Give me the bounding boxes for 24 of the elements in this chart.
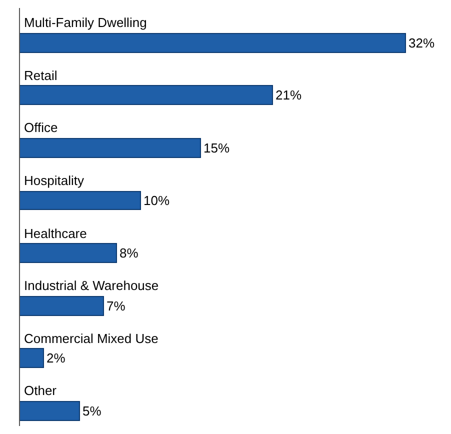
data-label: 8% [120, 246, 139, 260]
y-tick-label: Other [24, 383, 58, 398]
bar [20, 348, 44, 368]
data-label: 7% [106, 298, 126, 314]
y-tick-label: Office [24, 120, 58, 135]
bar [20, 296, 104, 316]
bar [20, 243, 117, 263]
y-tick-label: Retail [24, 68, 58, 83]
data-label: 10% [144, 193, 170, 208]
bar [20, 138, 201, 158]
y-tick-label: Multi-Family Dwelling [24, 15, 147, 30]
bar [20, 85, 273, 105]
bar [20, 191, 141, 210]
y-tick-label: Commercial Mixed Use [24, 331, 158, 346]
data-label: 21% [276, 88, 302, 102]
y-tick-label: Healthcare [24, 226, 87, 241]
data-label: 2% [46, 350, 66, 366]
y-tick-label: Hospitality [24, 173, 84, 188]
data-label: 15% [204, 140, 230, 156]
data-label: 5% [82, 404, 102, 418]
bar [20, 33, 406, 53]
y-tick-label: Industrial & Warehouse [24, 278, 159, 293]
bar [20, 401, 80, 421]
data-label: 32% [408, 36, 435, 50]
